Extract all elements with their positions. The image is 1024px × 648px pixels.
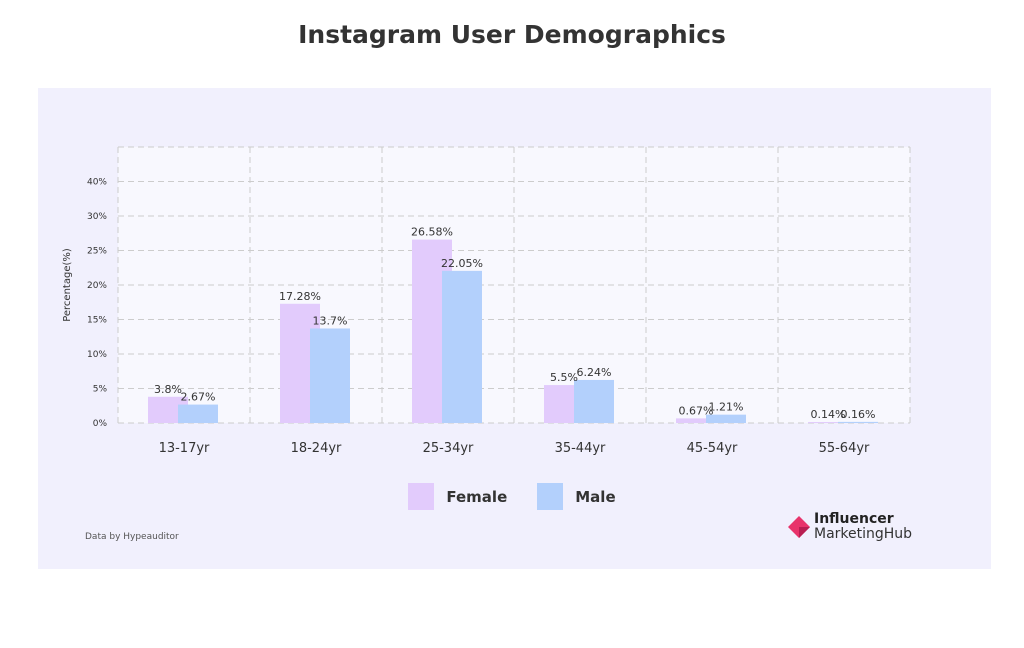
logo-text-1: Influencer [814, 511, 894, 527]
bar-male [574, 379, 614, 423]
y-tick-label: 20% [87, 281, 107, 291]
data-label: 17.28% [279, 290, 321, 303]
data-label: 13.7% [313, 314, 348, 327]
legend-male[interactable]: Male [537, 483, 616, 510]
bar-male [838, 421, 878, 423]
x-tick-label: 25-34yr [423, 441, 474, 456]
data-label: 3.8% [154, 383, 182, 396]
legend: Female Male [0, 483, 1024, 510]
legend-female[interactable]: Female [408, 483, 507, 510]
logo-text-2: MarketingHub [814, 526, 913, 542]
x-tick-label: 13-17yr [159, 441, 210, 456]
logo: Influencer MarketingHub [788, 512, 912, 542]
y-tick-label: 40% [87, 178, 107, 188]
y-tick-label: 25% [87, 247, 107, 257]
source-note: Data by Hypeauditor [85, 532, 179, 542]
data-label: 26.58% [411, 226, 453, 239]
data-label: 5.5% [550, 371, 578, 384]
legend-swatch-male [537, 483, 564, 510]
x-tick-label: 18-24yr [291, 441, 342, 456]
data-label: 0.16% [841, 408, 876, 421]
y-tick-label: 15% [87, 316, 107, 326]
bar-female [676, 418, 716, 423]
x-tick-label: 45-54yr [687, 441, 738, 456]
data-label: 0.67% [679, 404, 714, 417]
data-label: 0.14% [811, 408, 846, 421]
y-axis-label: Percentage(%) [62, 248, 73, 322]
bar-male [706, 414, 746, 423]
bar-male [442, 270, 482, 423]
data-label: 22.05% [441, 257, 483, 270]
x-tick-label: 35-44yr [555, 441, 606, 456]
x-tick-label: 55-64yr [819, 441, 870, 456]
logo-icon [788, 516, 810, 538]
y-tick-label: 5% [93, 385, 108, 395]
bar-female [808, 422, 848, 423]
y-tick-label: 10% [87, 350, 107, 360]
data-label: 1.21% [709, 401, 744, 414]
bar-male [178, 404, 218, 423]
legend-swatch-female [408, 483, 435, 510]
bar-male [310, 328, 350, 423]
chart-title: Instagram User Demographics [298, 20, 726, 49]
data-label: 2.67% [181, 391, 216, 404]
y-tick-label: 30% [87, 212, 107, 222]
data-label: 6.24% [577, 366, 612, 379]
legend-label: Male [575, 487, 616, 506]
y-tick-label: 0% [93, 419, 108, 429]
legend-label: Female [446, 487, 508, 506]
